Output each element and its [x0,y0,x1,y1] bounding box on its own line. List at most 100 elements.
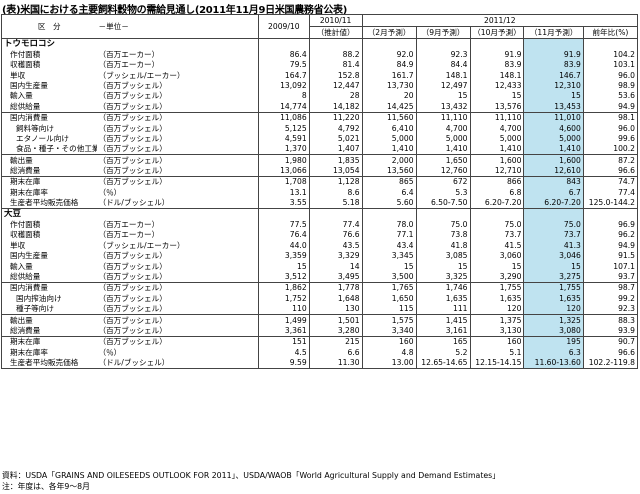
value-cell: 15 [469,90,525,102]
value-cell: 15 [469,261,525,272]
value-cell: 5,000 [469,133,525,144]
source-note: 資料：USDA「GRAINS AND OILESEEDS OUTLOOK FOR… [2,471,501,480]
value-cell: 92.0 [361,49,417,60]
row-label: 飼料等向け [1,123,97,134]
row-label: 収穫面積 [1,230,97,241]
row-label: 総消費量 [1,325,97,337]
value-cell: 93.9 [582,325,639,337]
row-label: 期末在庫 [1,176,97,188]
value-cell: 13,730 [361,80,417,91]
value-cell: 1,370 [257,143,310,155]
value-cell: 6.7 [523,187,584,198]
value-cell: 215 [308,335,363,348]
value-cell: 1,862 [257,281,310,294]
value-cell: 866 [469,176,525,188]
header-sep: （9月予測） [415,26,471,39]
value-cell: 11,110 [415,111,471,124]
value-cell: 13,453 [523,101,584,113]
value-cell: 1,778 [308,281,363,294]
value-cell: 1,650 [361,293,417,304]
table-row: 総供給量 （百万ブッシェル） 3,512 3,495 3,500 3,325 3,290 3,… [1,271,639,283]
value-cell: 11,560 [361,111,417,124]
value-cell: 98.7 [582,281,639,294]
value-cell: 13,560 [361,165,417,177]
table-row: 期末在庫率 （％） 4.5 6.6 4.8 5.2 5.1 6.3 96.6 [1,347,639,358]
value-cell: 3,161 [415,325,471,337]
value-cell: 1,410 [361,143,417,155]
row-label: 作付面積 [1,49,97,60]
table-row: 収穫面積 （百万エーカー） 76.4 76.6 77.1 73.8 73.7 73.7 96.2 [1,230,639,241]
row-unit: （百万ブッシェル） [96,154,259,166]
value-cell: 98.1 [582,111,639,124]
value-cell: 15 [257,261,310,272]
table-row: 国内搾油向け （百万ブッシェル） 1,752 1,648 1,650 1,635 1,635… [1,293,639,304]
value-cell: 100.2 [582,143,639,155]
value-cell: 83.9 [523,59,584,71]
value-cell: 96.2 [582,230,639,241]
value-cell: 4,700 [415,123,471,134]
row-label: 総供給量 [1,101,97,113]
value-cell: 107.1 [582,261,639,272]
value-cell: 195 [523,335,584,348]
value-cell: 12,710 [469,165,525,177]
value-cell: 3,275 [523,271,584,283]
value-cell: 92.3 [415,49,471,60]
value-cell: 1,835 [308,154,363,166]
value-cell: 6,410 [361,123,417,134]
value-cell: 88.2 [308,49,363,60]
value-cell: 148.1 [415,70,471,81]
value-cell: 3,359 [257,250,310,262]
value-cell: 3,361 [257,325,310,337]
value-cell: 3,085 [415,250,471,262]
value-cell: 12,610 [523,165,584,177]
value-cell: 6.20-7.20 [523,197,584,209]
value-cell: 5,000 [415,133,471,144]
row-label: 作付面積 [1,219,97,231]
value-cell: 86.4 [257,49,310,60]
empty-cell [523,208,584,220]
value-cell: 53.6 [582,90,639,102]
value-cell: 12.15-14.15 [469,357,525,370]
value-cell: 4,600 [523,123,584,134]
supply-demand-table: 区 分 －単位－ 2009/10 2010/11 2011/12 （推計値） （… [1,14,639,370]
value-cell: 96.9 [582,219,639,231]
row-label: 種子等向け [1,303,97,315]
row-unit: （百万ブッシェル） [96,281,259,294]
value-cell: 164.7 [257,70,310,81]
value-cell: 12.65-14.65 [415,357,471,370]
value-cell: 1,755 [469,281,525,294]
value-cell: 6.6 [308,347,363,358]
row-unit: （百万ブッシェル） [96,143,259,155]
value-cell: 1,765 [361,281,417,294]
table-row: 輸入量 （百万ブッシェル） 8 28 20 15 15 15 53.6 [1,90,639,102]
row-label: 国内消費量 [1,111,97,124]
value-cell: 77.4 [582,187,639,198]
value-cell: 15 [523,261,584,272]
header-oct: （10月予測） [469,26,525,39]
value-cell: 96.0 [582,123,639,134]
value-cell: 1,575 [361,314,417,326]
value-cell: 160 [361,335,417,348]
value-cell: 3,512 [257,271,310,283]
value-cell: 3,290 [469,271,525,283]
header-2011: 2011/12 [361,14,639,27]
value-cell: 1,501 [308,314,363,326]
value-cell: 3,280 [308,325,363,337]
value-cell: 125.0-144.2 [582,197,639,209]
value-cell: 73.8 [415,230,471,241]
value-cell: 77.1 [361,230,417,241]
value-cell: 9.59 [257,357,310,370]
empty-cell [415,38,471,50]
value-cell: 11.30 [308,357,363,370]
value-cell: 91.5 [582,250,639,262]
row-label: 総供給量 [1,271,97,283]
value-cell: 96.6 [582,165,639,177]
empty-cell [257,38,310,50]
value-cell: 41.3 [523,240,584,251]
header-2009: 2009/10 [257,14,310,39]
value-cell: 160 [469,335,525,348]
table-row: 輸出量 （百万ブッシェル） 1,499 1,501 1,575 1,415 1,375 1,3… [1,314,639,326]
value-cell: 43.4 [361,240,417,251]
row-unit: （百万ブッシェル） [96,250,259,262]
row-label: 国内生産量 [1,80,97,91]
